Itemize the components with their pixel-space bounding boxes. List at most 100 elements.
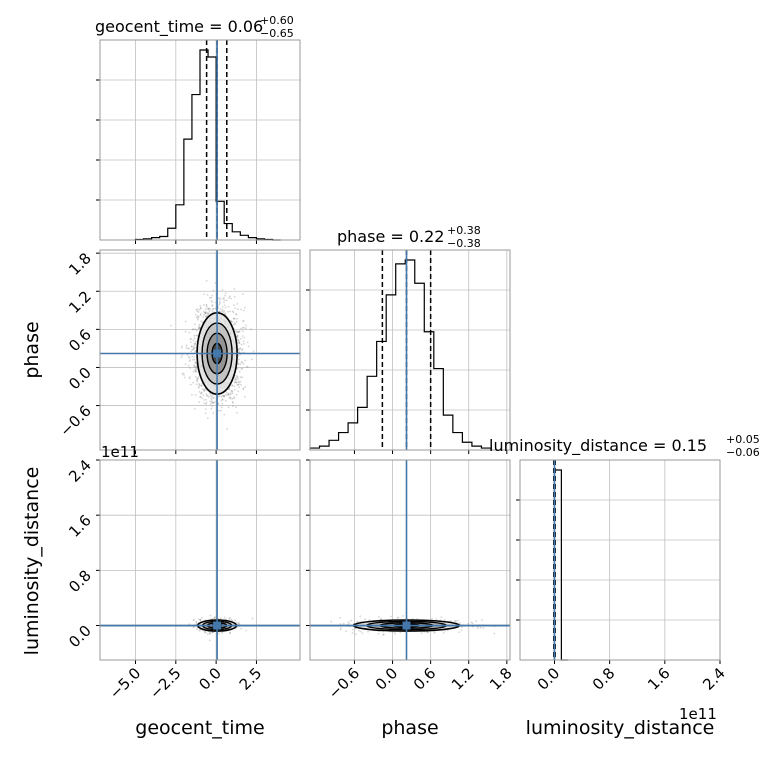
sample-point bbox=[235, 406, 237, 408]
sample-point bbox=[229, 397, 232, 400]
sample-point bbox=[198, 382, 200, 385]
sample-point bbox=[210, 407, 213, 410]
sample-point bbox=[206, 314, 209, 317]
sample-point bbox=[220, 409, 222, 412]
sample-point bbox=[228, 296, 230, 299]
sample-point bbox=[226, 428, 229, 430]
sample-point bbox=[238, 342, 241, 344]
sample-point bbox=[471, 622, 474, 625]
p21-frame bbox=[309, 459, 511, 661]
sample-point bbox=[246, 365, 249, 368]
sample-point bbox=[427, 631, 429, 634]
sample-point bbox=[217, 403, 220, 405]
sample-point bbox=[237, 331, 240, 333]
sample-point bbox=[456, 619, 459, 622]
sample-point bbox=[251, 617, 254, 620]
sample-point bbox=[426, 631, 428, 634]
sample-point bbox=[397, 616, 400, 619]
sample-point bbox=[235, 313, 238, 316]
sample-point bbox=[352, 628, 354, 631]
sample-point bbox=[189, 341, 192, 343]
sample-point bbox=[207, 308, 210, 310]
sample-point bbox=[252, 350, 255, 352]
sample-point bbox=[339, 627, 342, 629]
sample-point bbox=[342, 622, 345, 625]
sample-point bbox=[196, 308, 199, 311]
sample-point bbox=[378, 616, 380, 618]
sample-point bbox=[229, 310, 232, 313]
xlabel-luminosity-distance: luminosity_distance bbox=[526, 717, 715, 739]
sample-point bbox=[193, 369, 196, 371]
sample-point bbox=[240, 337, 242, 340]
sample-point bbox=[195, 376, 197, 378]
sample-point bbox=[380, 618, 383, 621]
sample-point bbox=[186, 354, 189, 356]
sample-point bbox=[200, 320, 203, 323]
sample-point bbox=[220, 400, 223, 402]
sample-point bbox=[239, 381, 242, 383]
sample-point bbox=[219, 302, 221, 304]
sample-point bbox=[237, 339, 240, 342]
sample-point bbox=[209, 393, 212, 395]
sample-point bbox=[238, 351, 241, 354]
sample-point bbox=[223, 301, 225, 304]
p21-xtick-label: 0.6 bbox=[410, 664, 440, 694]
sample-point bbox=[212, 308, 215, 310]
sample-point bbox=[339, 628, 342, 631]
sample-point bbox=[237, 354, 240, 357]
sample-point bbox=[191, 348, 194, 351]
sample-point bbox=[242, 388, 245, 391]
sample-point bbox=[233, 317, 236, 320]
sample-point bbox=[204, 312, 207, 315]
sample-point bbox=[180, 356, 183, 359]
sample-point bbox=[194, 367, 197, 370]
sample-point bbox=[238, 330, 241, 332]
sample-point bbox=[193, 365, 196, 367]
p10-ytick-label: 1.8 bbox=[65, 249, 95, 279]
sample-point bbox=[347, 621, 350, 623]
sample-point bbox=[250, 328, 253, 331]
sample-point bbox=[231, 397, 234, 400]
sample-point bbox=[240, 627, 243, 630]
sample-point bbox=[183, 374, 185, 376]
sample-point bbox=[242, 320, 245, 322]
sample-point bbox=[192, 619, 195, 622]
sample-point bbox=[203, 388, 205, 391]
sample-point bbox=[196, 380, 199, 383]
sample-point bbox=[198, 386, 200, 389]
sample-point bbox=[230, 392, 232, 395]
sample-point bbox=[192, 626, 195, 629]
sample-point bbox=[203, 630, 206, 633]
sample-point bbox=[194, 366, 197, 369]
p20-plot-area bbox=[100, 460, 300, 660]
sample-point bbox=[236, 376, 239, 379]
sample-point bbox=[210, 299, 213, 302]
sample-point bbox=[243, 309, 245, 312]
sample-point bbox=[235, 381, 238, 384]
sample-point bbox=[192, 371, 195, 373]
sample-point bbox=[209, 632, 211, 635]
sample-point bbox=[204, 311, 206, 314]
sample-point bbox=[339, 623, 342, 625]
sample-point bbox=[234, 381, 237, 383]
sample-point bbox=[200, 391, 203, 394]
sample-point bbox=[194, 361, 197, 364]
sample-point bbox=[192, 619, 195, 621]
sample-point bbox=[241, 327, 244, 329]
p20-xtick-label: 2.5 bbox=[236, 664, 266, 694]
sample-point bbox=[195, 620, 198, 623]
sample-point bbox=[211, 405, 214, 408]
sample-point bbox=[228, 617, 231, 620]
sample-point bbox=[236, 375, 239, 378]
sample-point bbox=[446, 629, 449, 632]
sample-point bbox=[242, 340, 245, 343]
sample-point bbox=[223, 299, 226, 302]
sample-point bbox=[475, 620, 477, 622]
p22-frame bbox=[519, 459, 721, 661]
sample-point bbox=[223, 395, 226, 397]
sample-point bbox=[188, 356, 191, 359]
sample-point bbox=[212, 397, 215, 399]
sample-point bbox=[195, 370, 197, 373]
sample-point bbox=[211, 395, 214, 398]
sample-point bbox=[205, 303, 208, 306]
